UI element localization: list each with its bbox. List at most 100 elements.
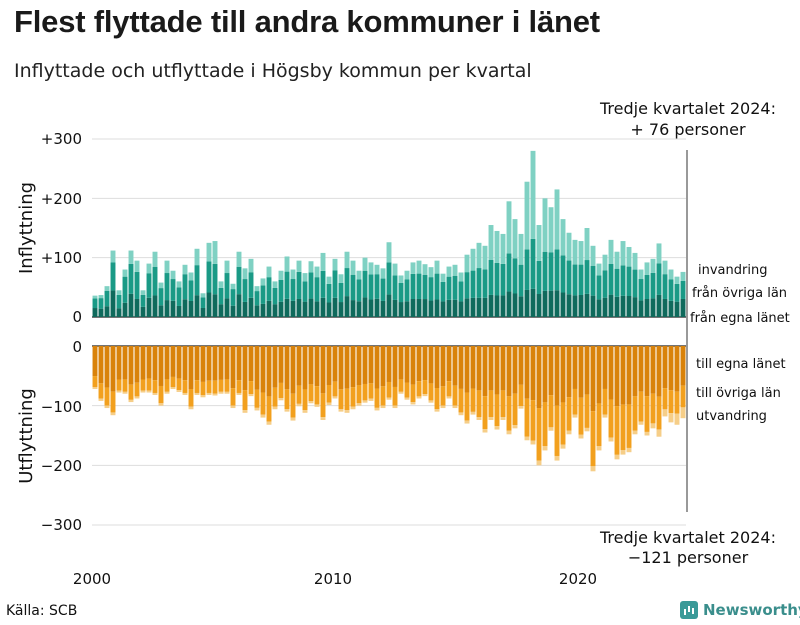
label-fran-egna-lanet: från egna länet (690, 311, 790, 326)
inflow-bar-county-60 (452, 275, 458, 300)
outflow-bar-own-6 (128, 346, 134, 385)
outflow-bar-rest-67 (494, 426, 500, 430)
axes: Inflyttning Utflyttning +300 +200 +100 0… (16, 130, 597, 588)
inflow-bar-own-68 (500, 295, 506, 317)
inflow-bar-county-70 (512, 258, 518, 294)
outflow-bar-county-57 (434, 388, 440, 410)
outflow-bar-rest-4 (116, 390, 122, 393)
inflow-bar-own-69 (506, 291, 512, 317)
inflow-bar-own-38 (320, 297, 326, 317)
outflow-bar-rest-31 (278, 398, 284, 401)
inflow-bar-rest-16 (188, 272, 194, 281)
inflow-bar-county-86 (608, 263, 614, 295)
y-tick-top-300: +300 (41, 130, 82, 148)
inflow-bar-rest-7 (134, 260, 140, 272)
outflow-bar-county-69 (506, 396, 512, 431)
outflow-bar-own-7 (134, 346, 140, 383)
outflow-bar-own-26 (248, 346, 254, 382)
outflow-bar-rest-29 (266, 421, 272, 425)
inflow-bar-own-24 (236, 294, 242, 317)
inflow-bar-rest-83 (590, 245, 596, 266)
inflow-bar-rest-88 (620, 241, 626, 266)
inflow-bar-county-41 (338, 282, 344, 303)
inflow-bar-rest-90 (632, 252, 638, 270)
inflow-bar-rest-56 (428, 267, 434, 278)
outflow-bar-county-45 (362, 383, 368, 401)
outflow-bar-own-57 (434, 346, 440, 389)
inflow-bar-county-44 (356, 279, 362, 302)
inflow-bar-county-34 (296, 271, 302, 299)
inflow-bar-rest-18 (200, 293, 206, 298)
outflow-bar-rest-15 (182, 392, 188, 395)
inflow-bar-own-18 (200, 307, 206, 317)
outflow-bar-rest-98 (680, 407, 686, 419)
inflow-bar-rest-51 (398, 275, 404, 283)
inflow-bar-rest-31 (278, 270, 284, 280)
inflow-bar-county-48 (380, 278, 386, 301)
outflow-bar-county-93 (650, 393, 656, 424)
inflow-bar-own-56 (428, 300, 434, 317)
inflow-bar-rest-11 (158, 282, 164, 289)
inflow-bar-rest-77 (554, 189, 560, 250)
outflow-bar-rest-12 (164, 391, 170, 394)
inflow-bar-own-7 (134, 298, 140, 317)
inflow-bar-own-83 (590, 295, 596, 317)
outflow-bar-county-44 (356, 385, 362, 404)
outflow-bar-county-43 (350, 387, 356, 407)
outflow-bar-county-80 (572, 388, 578, 415)
outflow-bar-own-42 (344, 346, 350, 389)
outflow-bar-own-75 (542, 346, 548, 403)
inflow-bar-county-57 (434, 273, 440, 300)
inflow-bar-county-16 (188, 280, 194, 301)
inflow-bar-county-29 (266, 277, 272, 301)
inflow-bar-rest-28 (260, 278, 266, 286)
inflow-bar-county-47 (374, 274, 380, 299)
outflow-bar-rest-2 (104, 405, 110, 409)
inflow-bar-county-85 (602, 270, 608, 298)
outflow-bar-own-68 (500, 346, 506, 391)
outflow-bar-own-67 (494, 346, 500, 395)
outflow-bar-county-98 (680, 385, 686, 408)
inflow-bar-own-64 (476, 297, 482, 317)
inflow-bar-county-10 (152, 266, 158, 296)
inflow-bar-county-9 (146, 273, 152, 298)
inflow-bar-county-65 (482, 269, 488, 298)
outflow-bar-rest-61 (458, 412, 464, 416)
inflow-bar-rest-57 (434, 260, 440, 274)
outflow-bar-county-20 (212, 380, 218, 394)
y-axis-title-top: Inflyttning (16, 182, 37, 274)
outflow-bar-county-71 (518, 384, 524, 407)
outflow-bar-own-31 (278, 346, 284, 383)
outflow-bar-county-4 (116, 379, 122, 391)
inflow-bar-rest-93 (650, 258, 656, 273)
outflow-bar-county-8 (140, 379, 146, 391)
outflow-bar-rest-5 (122, 391, 128, 394)
outflow-bar-county-70 (512, 393, 518, 426)
inflow-bar-rest-70 (512, 219, 518, 259)
outflow-bar-county-92 (644, 396, 650, 432)
inflow-bar-rest-95 (662, 260, 668, 275)
outflow-bar-own-29 (266, 346, 272, 397)
inflow-bar-rest-49 (386, 242, 392, 263)
outflow-bar-county-96 (668, 390, 674, 414)
outflow-bar-county-82 (584, 394, 590, 428)
outflow-bar-own-69 (506, 346, 512, 397)
outflow-bar-county-49 (386, 381, 392, 398)
outflow-bar-rest-63 (470, 411, 476, 415)
inflow-bar-county-79 (566, 260, 572, 295)
inflow-bar-own-44 (356, 301, 362, 317)
inflow-bar-own-12 (164, 300, 170, 317)
outflow-bar-county-54 (416, 381, 422, 397)
outflow-bar-county-7 (134, 382, 140, 397)
inflow-bar-rest-63 (470, 248, 476, 271)
inflow-bar-own-98 (680, 298, 686, 317)
outflow-bar-county-91 (638, 391, 644, 422)
inflow-bar-county-51 (398, 282, 404, 303)
label-till-ovriga-lan: till övriga län (696, 386, 781, 401)
inflow-bar-own-2 (104, 306, 110, 317)
outflow-bar-own-84 (596, 346, 602, 404)
x-tick-2010: 2010 (314, 570, 352, 588)
outflow-bar-own-80 (572, 346, 578, 389)
inflow-bar-county-2 (104, 290, 110, 307)
